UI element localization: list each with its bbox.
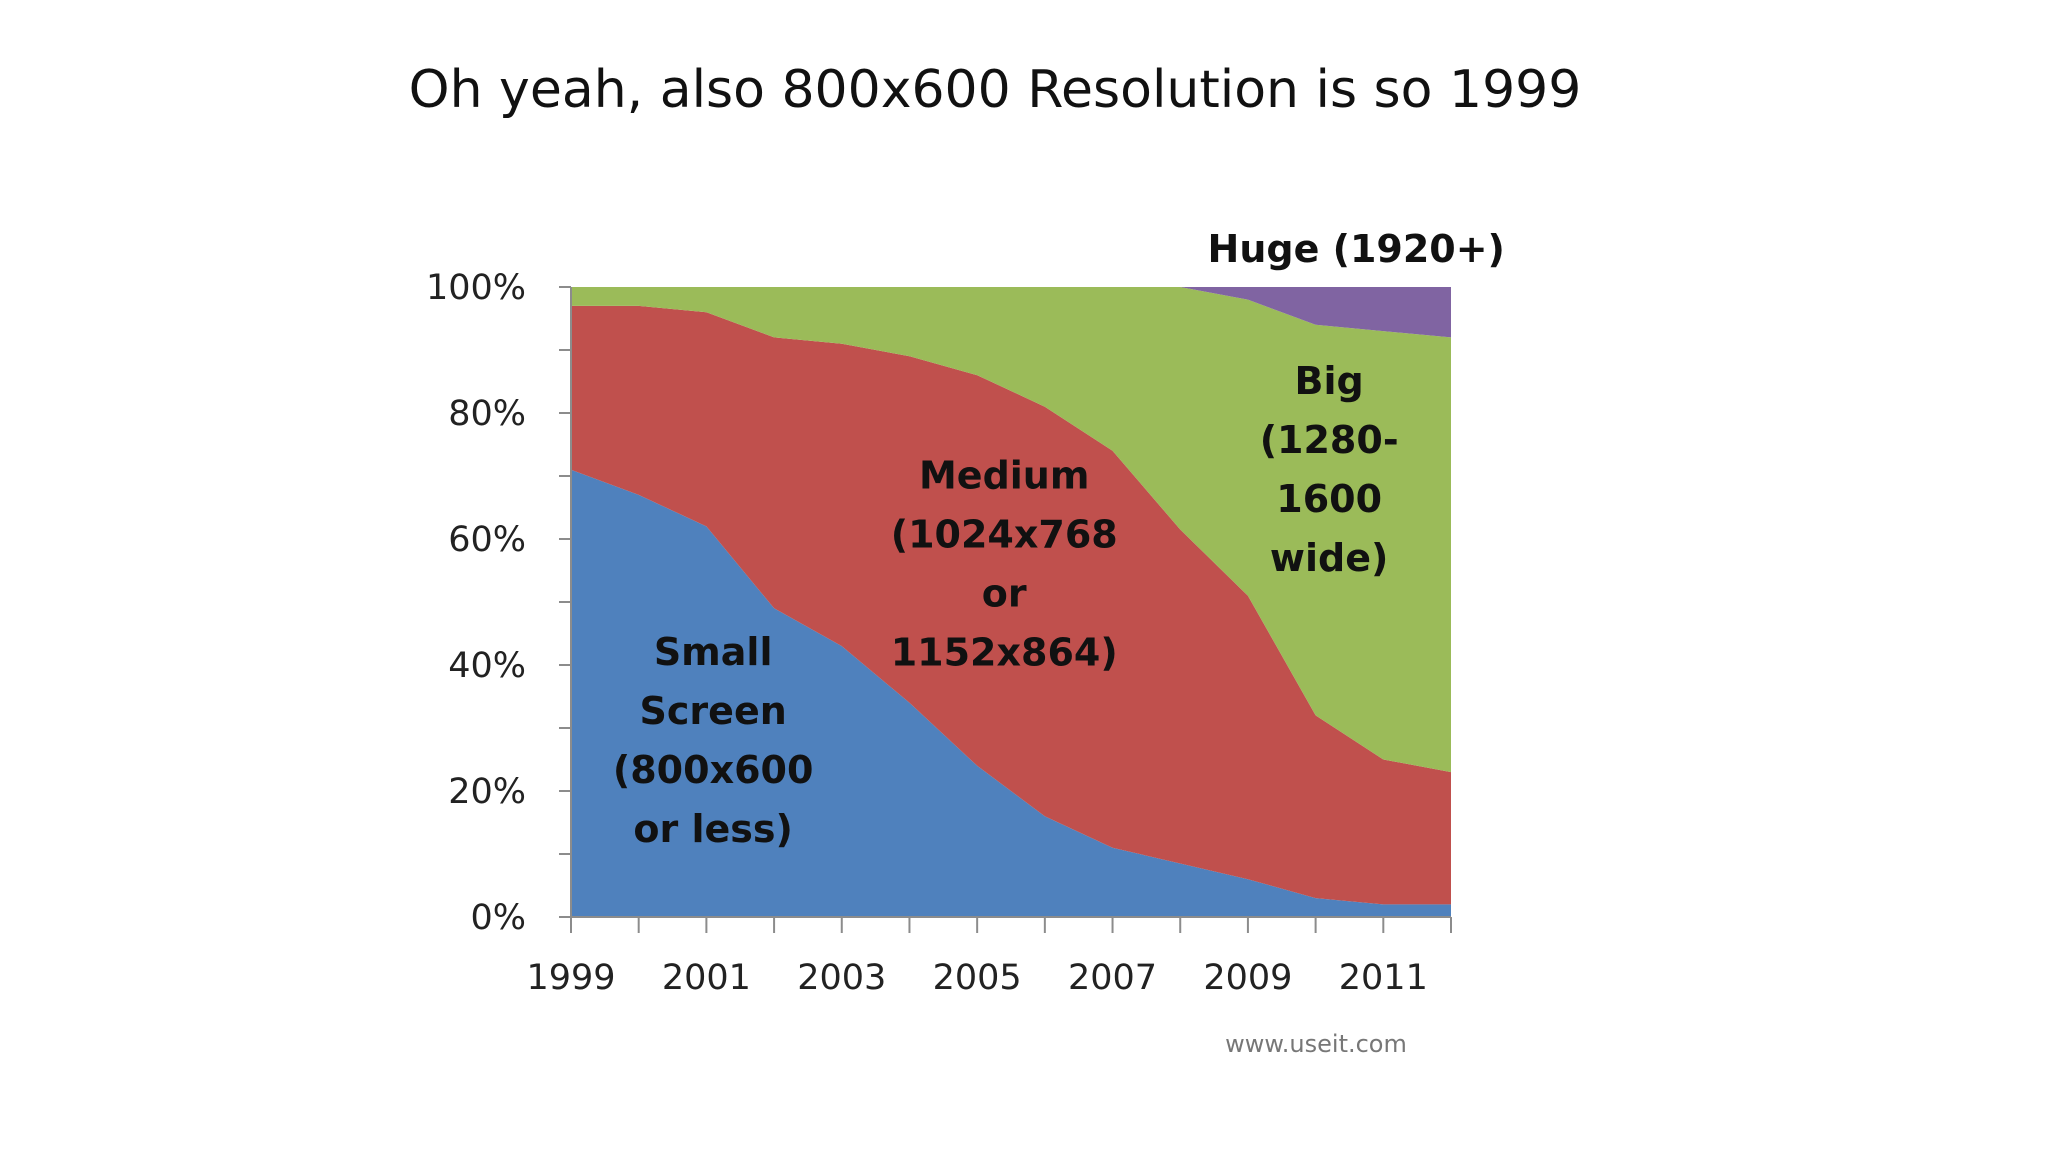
area-huge <box>571 287 1451 338</box>
area-label-line: (800x600 <box>613 748 814 792</box>
y-tick-label: 0% <box>470 898 526 938</box>
area-label-line: 1152x864) <box>891 631 1118 675</box>
source-label: www.useit.com <box>1225 1030 1407 1058</box>
area-label-line: Medium <box>919 454 1089 498</box>
y-tick-label: 80% <box>448 394 526 434</box>
x-tick-label: 2001 <box>662 958 751 998</box>
area-medium <box>571 305 1451 905</box>
area-big <box>571 287 1451 773</box>
y-tick-label: 60% <box>448 520 526 560</box>
x-tick-label: 1999 <box>526 958 615 998</box>
area-label-small: Small Screen (800x600 or less) <box>613 630 814 851</box>
area-label-line: (1280- <box>1260 418 1399 462</box>
area-label-line: 1600 <box>1276 477 1382 521</box>
area-label-line: or less) <box>633 807 792 851</box>
area-small <box>571 469 1451 917</box>
area-label-line: or <box>982 572 1027 616</box>
area-label-big: Big (1280- 1600 wide) <box>1260 359 1399 580</box>
area-label-huge: Huge (1920+) <box>1208 227 1505 271</box>
x-tick-label: 2003 <box>797 958 886 998</box>
area-label-medium: Medium (1024x768 or 1152x864) <box>891 454 1118 675</box>
y-tick-label: 20% <box>448 772 526 812</box>
chart-axes: 0% 20% 40% 60% 80% 100% 1999 2001 2003 2005 2007 20… <box>426 268 1452 998</box>
x-tick-label: 2005 <box>933 958 1022 998</box>
x-tick-label: 2007 <box>1068 958 1157 998</box>
slide-title: Oh yeah, also 800x600 Resolution is so 1… <box>408 60 1582 120</box>
area-label-line: Big <box>1295 359 1364 403</box>
y-tick-label: 40% <box>448 646 526 686</box>
chart-labels: Small Screen (800x600 or less) Medium (1024x7… <box>613 227 1505 851</box>
y-tick-label: 100% <box>426 268 526 308</box>
area-label-line: Screen <box>640 689 787 733</box>
area-label-line: Huge (1920+) <box>1208 227 1505 271</box>
x-tick-label: 2011 <box>1339 958 1428 998</box>
chart-areas <box>571 287 1451 917</box>
x-tick-label: 2009 <box>1203 958 1292 998</box>
area-label-line: wide) <box>1270 536 1388 580</box>
area-label-line: (1024x768 <box>891 513 1118 557</box>
area-label-line: Small <box>654 630 773 674</box>
